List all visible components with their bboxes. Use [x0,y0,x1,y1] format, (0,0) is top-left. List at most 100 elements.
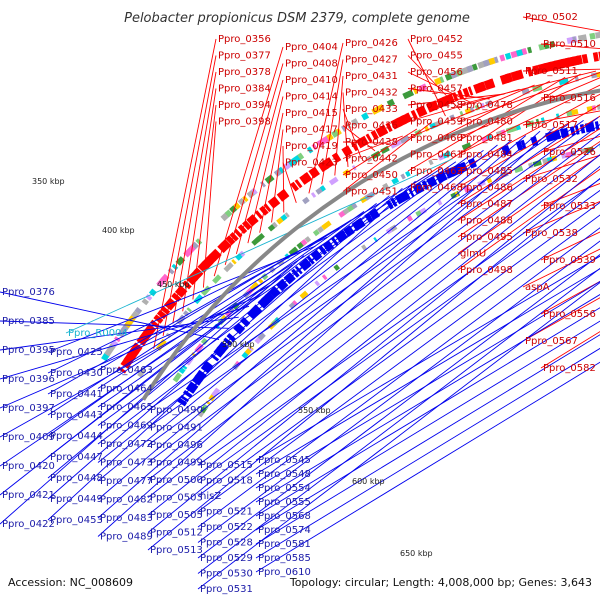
gene-label: Ppro_0499 [150,458,203,469]
gene-feature [251,187,258,195]
gene-feature [391,177,400,185]
label-leader-line [147,120,584,428]
gene-feature [488,57,496,65]
label-leader-line [197,227,600,528]
label-leader-line [255,347,600,559]
gene-feature [299,290,309,300]
gene-label: Ppro_0491 [150,423,203,434]
label-leader-line [457,104,600,188]
gene-feature [577,34,587,42]
label-leader-line [334,75,344,176]
gene-label: Ppro_0460 [410,133,463,144]
gene-label: Ppro_0404 [285,42,338,53]
gene-feature [493,56,499,64]
gene-label: Ppro_0488 [460,216,513,227]
label-leader-line [308,42,344,194]
label-leader-line [342,135,403,159]
gene-label: Ppro_0574 [258,525,311,536]
label-leader-line [255,255,600,461]
gene-label: Ppro_0376 [2,287,55,298]
gene-feature [321,274,328,281]
gene-label: Ppro_0531 [200,584,253,595]
gene-label: Ppro_0555 [258,497,311,508]
gene-feature [457,89,465,100]
gene-feature [172,372,182,383]
label-leader-line [407,84,535,139]
label-leader-line [522,16,600,32]
gene-label: Ppro_0378 [218,67,271,78]
label-leader-line [47,187,403,500]
gene-label: Ppro_0472 [100,439,153,450]
label-leader-line [342,92,349,168]
label-leader-line [255,361,600,573]
gene-label: Ppro_0426 [345,38,398,49]
map-title: Pelobacter propionicus DSM 2379, complet… [124,11,470,26]
label-leader-line [342,128,418,176]
gene-label: Ppro_0415 [285,108,338,119]
label-leader-line [540,43,600,50]
label-leader-line [522,297,600,342]
label-leader-line [342,125,376,152]
gene-label: Ppro_0458 [410,100,463,111]
gene-feature [386,98,396,107]
gene-feature [244,345,254,356]
gene-label: Ppro_0482 [100,495,153,506]
gene-label: Ppro_0502 [525,12,578,23]
gene-label: Ppro_0484 [460,150,513,161]
gene-feature [486,134,493,141]
gene-label: Ppro_0419 [285,141,338,152]
label-leader-line [182,88,217,312]
gene-label: Ppro_0427 [345,55,398,66]
gene-label: Ppro_0487 [460,199,513,210]
gene-label: Ppro_0485 [460,166,513,177]
label-leader-line [47,195,390,479]
gene-feature [328,176,339,186]
gene-feature [246,214,258,227]
gene-feature [177,397,188,407]
label-leader-line [407,38,446,117]
label-leader-line [47,180,416,521]
gene-feature [317,226,325,234]
gene-feature [589,32,596,40]
gene-feature [156,309,168,320]
gene-feature [446,93,455,104]
gene-label: Ppro_0441 [50,389,103,400]
gene-feature [361,244,367,251]
label-leader-line [255,307,600,517]
label-leader-line [47,245,316,353]
gene-feature [510,125,518,132]
gene-feature [394,139,402,147]
gene-feature [233,228,243,238]
gene-feature [333,264,340,271]
gene-label: Ppro_0513 [150,545,203,556]
gene-label: hisZ [200,491,221,502]
label-leader-line [147,154,600,516]
gene-feature [280,214,288,221]
gene-feature [209,248,222,261]
label-leader-line [147,117,599,446]
gene-feature [501,145,511,156]
gene-feature [467,86,474,96]
gene-label: Ppro_0425 [50,347,103,358]
label-leader-line [282,162,297,203]
gene-feature [120,357,133,369]
gene-label: Ppro_0432 [345,88,398,99]
gene-label: Ppro_0554 [258,483,311,494]
gene-label: Ppro_0397 [2,403,55,414]
gene-label: Ppro_0395 [2,345,55,356]
gene-feature [400,113,411,125]
gene-label: Ppro_0377 [218,51,271,62]
label-leader-line [65,158,453,334]
gene-feature [410,109,418,120]
label-leader-line [407,93,505,106]
gene-feature [164,297,177,311]
gene-label: Ppro_0396 [2,374,55,385]
gene-feature [400,173,406,180]
label-leader-line [47,219,352,416]
label-leader-line [213,46,284,277]
gene-label: Ppro_0451 [345,187,398,198]
gene-label: Ppro_0581 [258,539,311,550]
gene-feature [145,294,153,301]
gene-feature [515,69,524,80]
